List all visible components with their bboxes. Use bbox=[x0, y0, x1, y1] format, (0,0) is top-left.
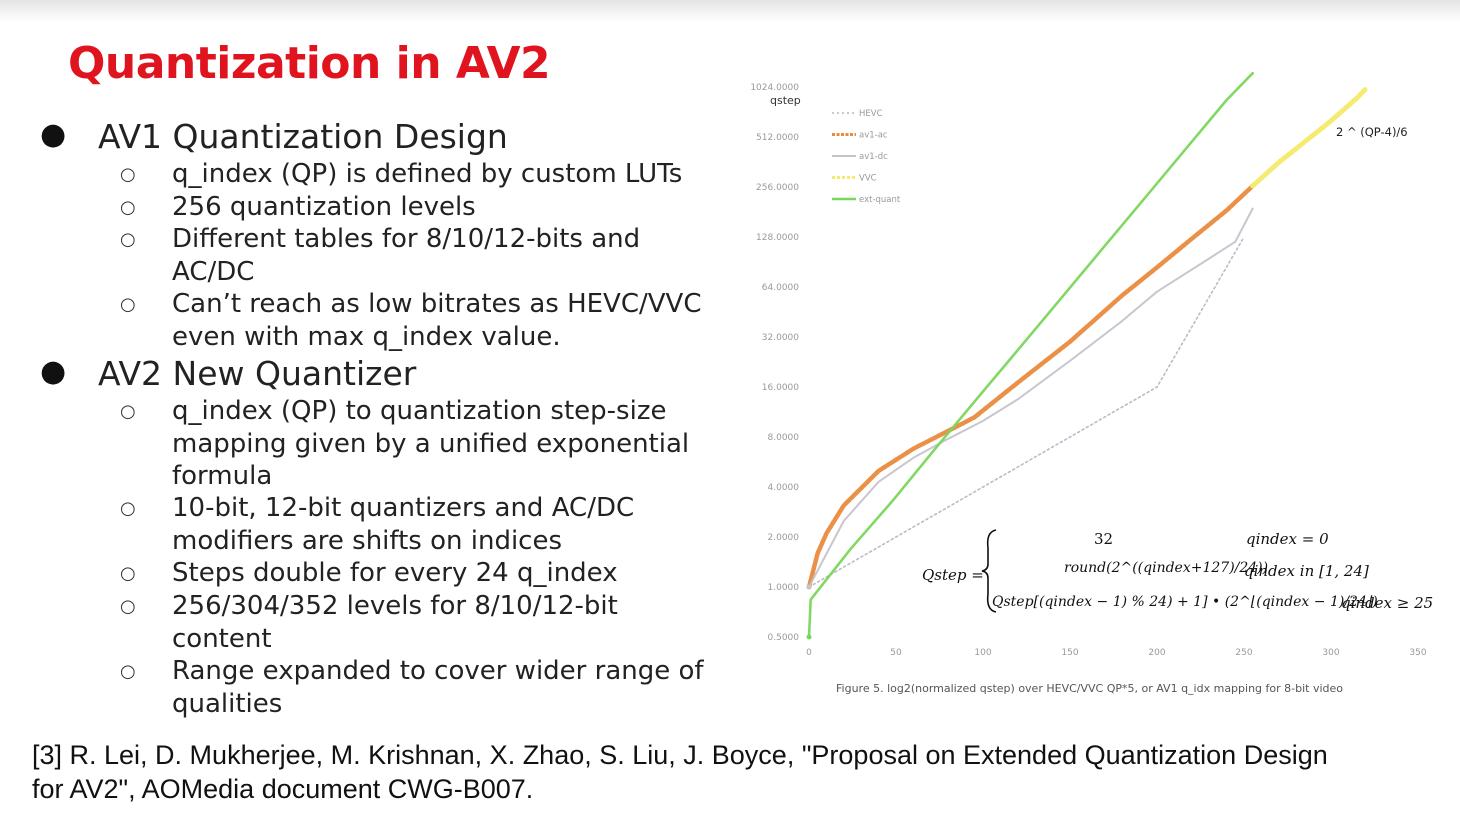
reference-citation: [3] R. Lei, D. Mukherjee, M. Krishnan, X… bbox=[32, 738, 1432, 806]
section-heading-text: AV1 Quantization Design bbox=[98, 117, 508, 156]
list-item: ○ 10-bit, 12-bit quantizers and AC/DC mo… bbox=[120, 492, 732, 557]
list-item-line: 10-bit, 12-bit quantizers and AC/DC bbox=[172, 493, 635, 523]
series-line-vvc bbox=[1250, 86, 1369, 189]
list-item: ○ q_index (QP) to quantization step-size… bbox=[120, 395, 732, 493]
formula-case1-value: 32 bbox=[1094, 530, 1114, 548]
reference-line: for AV2", AOMedia document CWG-B007. bbox=[32, 774, 534, 804]
data-point bbox=[806, 634, 812, 640]
figure-caption: Figure 5. log2(normalized qstep) over HE… bbox=[836, 682, 1344, 695]
formula-case3-value: Qstep[(qindex − 1) % 24) + 1] • (2^⌊(qin… bbox=[992, 594, 1378, 610]
bullet-icon: ● bbox=[40, 354, 67, 389]
series-line-av1-ac bbox=[806, 183, 1255, 590]
x-tick-label: 50 bbox=[890, 648, 902, 658]
list-item-line: modifiers are shifts on indices bbox=[172, 525, 563, 556]
data-point bbox=[1250, 183, 1256, 189]
y-tick-label: 512.0000 bbox=[756, 133, 799, 143]
y-tick-label: 0.5000 bbox=[768, 633, 800, 643]
y-tick-label: 16.0000 bbox=[762, 383, 799, 393]
section-heading-av2: ● AV2 New Quantizer bbox=[40, 354, 417, 393]
data-point bbox=[806, 584, 812, 590]
x-tick-label: 300 bbox=[1322, 648, 1339, 658]
circle-bullet-icon: ○ bbox=[120, 229, 136, 250]
list-item-line: mapping given by a unified exponential bbox=[172, 428, 690, 459]
formula-lhs: Qstep = bbox=[922, 566, 984, 584]
x-tick-label: 350 bbox=[1409, 648, 1426, 658]
x-tick-label: 200 bbox=[1148, 648, 1165, 658]
list-item: ○ Different tables for 8/10/12-bits and … bbox=[120, 223, 732, 288]
section-heading-av1: ● AV1 Quantization Design bbox=[40, 117, 508, 156]
y-tick-label: 1024.0000 bbox=[750, 83, 799, 93]
list-item-line: AC/DC bbox=[172, 256, 255, 287]
y-tick-label: 128.0000 bbox=[756, 233, 799, 243]
y-tick-label: 32.0000 bbox=[762, 333, 799, 343]
top-band bbox=[0, 0, 1460, 22]
list-item: ○ q_index (QP) is defined by custom LUTs bbox=[120, 158, 732, 191]
list-item-line: q_index (QP) to quantization step-size bbox=[172, 396, 667, 426]
list-item-line: even with max q_index value. bbox=[172, 321, 561, 352]
slide-title: Quantization in AV2 bbox=[68, 38, 551, 89]
y-tick-label: 2.0000 bbox=[768, 533, 800, 543]
formula-brace-icon bbox=[981, 529, 997, 613]
list-item-line: Different tables for 8/10/12-bits and bbox=[172, 224, 641, 254]
x-tick-label: 150 bbox=[1061, 648, 1078, 658]
reference-line: [3] R. Lei, D. Mukherjee, M. Krishnan, X… bbox=[32, 740, 1328, 770]
circle-bullet-icon: ○ bbox=[120, 661, 136, 682]
x-tick-label: 100 bbox=[974, 648, 991, 658]
list-item: ○ Range expanded to cover wider range of… bbox=[120, 655, 732, 720]
series-line-hevc bbox=[808, 236, 1245, 588]
bullet-icon: ● bbox=[40, 117, 67, 152]
legend-label: ext-quant bbox=[859, 195, 901, 205]
list-item-line: Range expanded to cover wider range of bbox=[172, 656, 704, 686]
list-item-line: qualities bbox=[172, 688, 283, 719]
list-item-line: Can’t reach as low bitrates as HEVC/VVC bbox=[172, 289, 702, 319]
list-item: ○ 256/304/352 levels for 8/10/12-bit con… bbox=[120, 590, 732, 655]
list-item-line: content bbox=[172, 623, 272, 654]
circle-bullet-icon: ○ bbox=[120, 164, 136, 185]
qstep-chart: 0.5000 1.0000 2.0000 4.0000 8.0000 16.0000 32.… bbox=[750, 71, 1427, 658]
y-tick-label: 1.0000 bbox=[768, 583, 800, 593]
list-item-line: 256/304/352 levels for 8/10/12-bit bbox=[172, 591, 618, 621]
legend-label: VVC bbox=[859, 174, 877, 184]
circle-bullet-icon: ○ bbox=[120, 596, 136, 617]
y-axis-label: qstep bbox=[770, 94, 801, 107]
series-line-av1-dc bbox=[808, 207, 1254, 588]
x-tick-label: 0 bbox=[806, 648, 812, 658]
y-tick-label: 4.0000 bbox=[768, 483, 800, 493]
list-item-line: Steps double for every 24 q_index bbox=[172, 558, 618, 588]
list-item: ○ Can’t reach as low bitrates as HEVC/VV… bbox=[120, 288, 732, 353]
list-item-line: q_index (QP) is defined by custom LUTs bbox=[172, 159, 683, 189]
list-item: ○ 256 quantization levels bbox=[120, 191, 732, 224]
circle-bullet-icon: ○ bbox=[120, 197, 136, 218]
y-tick-label: 64.0000 bbox=[762, 283, 799, 293]
formula-case3-cond: qindex ≥ 25 bbox=[1341, 594, 1434, 612]
legend-label: av1-dc bbox=[859, 152, 888, 162]
y-tick-label: 256.0000 bbox=[756, 183, 799, 193]
chart-annotation: 2 ^ (QP-4)/6 bbox=[1336, 125, 1408, 139]
list-item-line: 256 quantization levels bbox=[172, 192, 476, 222]
section-heading-text: AV2 New Quantizer bbox=[98, 354, 417, 393]
series-line-ext-quant bbox=[807, 71, 1255, 639]
circle-bullet-icon: ○ bbox=[120, 563, 136, 584]
circle-bullet-icon: ○ bbox=[120, 401, 136, 422]
y-tick-label: 8.0000 bbox=[768, 433, 800, 443]
circle-bullet-icon: ○ bbox=[120, 294, 136, 315]
formula-case1-cond: qindex = 0 bbox=[1246, 530, 1329, 548]
circle-bullet-icon: ○ bbox=[120, 498, 136, 519]
x-tick-label: 250 bbox=[1235, 648, 1252, 658]
legend-label: av1-ac bbox=[859, 131, 888, 141]
legend-label: HEVC bbox=[859, 109, 883, 119]
list-item-line: formula bbox=[172, 461, 273, 491]
list-item: ○ Steps double for every 24 q_index bbox=[120, 557, 732, 590]
formula-case2-value: round(2^((qindex+127)/24)) bbox=[1064, 560, 1269, 576]
formula-case2-cond: qindex in [1, 24] bbox=[1244, 562, 1369, 580]
